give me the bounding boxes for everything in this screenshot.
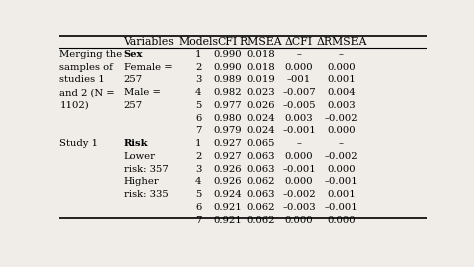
Text: 0.063: 0.063	[246, 165, 275, 174]
Text: 0.982: 0.982	[213, 88, 242, 97]
Text: risk: 357: risk: 357	[124, 165, 168, 174]
Text: 7: 7	[195, 126, 201, 135]
Text: Merging the: Merging the	[59, 50, 122, 59]
Text: risk: 335: risk: 335	[124, 190, 168, 199]
Text: studies 1: studies 1	[59, 75, 105, 84]
Text: –0.001: –0.001	[282, 126, 316, 135]
Text: 0.000: 0.000	[285, 216, 313, 225]
Text: Study 1: Study 1	[59, 139, 98, 148]
Text: 3: 3	[195, 165, 201, 174]
Text: 0.979: 0.979	[213, 126, 242, 135]
Text: –0.001: –0.001	[282, 165, 316, 174]
Text: 0.018: 0.018	[246, 63, 275, 72]
Text: 0.063: 0.063	[246, 190, 275, 199]
Text: Lower: Lower	[124, 152, 155, 161]
Text: 0.000: 0.000	[327, 165, 356, 174]
Text: 1: 1	[195, 50, 201, 59]
Text: Male =: Male =	[124, 88, 160, 97]
Text: 0.927: 0.927	[213, 139, 242, 148]
Text: 0.062: 0.062	[246, 177, 275, 186]
Text: –0.002: –0.002	[325, 152, 358, 161]
Text: 0.065: 0.065	[246, 139, 275, 148]
Text: 0.000: 0.000	[285, 63, 313, 72]
Text: –0.001: –0.001	[325, 203, 358, 212]
Text: 2: 2	[195, 63, 201, 72]
Text: 0.062: 0.062	[246, 203, 275, 212]
Text: 0.003: 0.003	[285, 114, 313, 123]
Text: CFI: CFI	[218, 37, 237, 47]
Text: 0.000: 0.000	[285, 177, 313, 186]
Text: 0.000: 0.000	[327, 126, 356, 135]
Text: 0.990: 0.990	[213, 50, 242, 59]
Text: 0.977: 0.977	[213, 101, 242, 110]
Text: 0.000: 0.000	[327, 216, 356, 225]
Text: 0.921: 0.921	[213, 216, 242, 225]
Text: 6: 6	[195, 203, 201, 212]
Text: 0.990: 0.990	[213, 63, 242, 72]
Text: 0.019: 0.019	[246, 75, 275, 84]
Text: 0.024: 0.024	[246, 114, 275, 123]
Text: samples of: samples of	[59, 63, 113, 72]
Text: 0.000: 0.000	[327, 63, 356, 72]
Text: 1102): 1102)	[59, 101, 89, 110]
Text: 0.063: 0.063	[246, 152, 275, 161]
Text: 0.989: 0.989	[213, 75, 242, 84]
Text: –001: –001	[287, 75, 311, 84]
Text: 0.023: 0.023	[246, 88, 275, 97]
Text: ΔRMSEA: ΔRMSEA	[316, 37, 366, 47]
Text: ΔCFI: ΔCFI	[285, 37, 313, 47]
Text: 0.001: 0.001	[327, 190, 356, 199]
Text: 0.018: 0.018	[246, 50, 275, 59]
Text: –: –	[297, 50, 301, 59]
Text: –0.002: –0.002	[283, 190, 316, 199]
Text: Sex: Sex	[124, 50, 143, 59]
Text: –0.005: –0.005	[283, 101, 316, 110]
Text: 0.926: 0.926	[213, 177, 242, 186]
Text: 257: 257	[124, 75, 143, 84]
Text: 0.921: 0.921	[213, 203, 242, 212]
Text: Models: Models	[178, 37, 218, 47]
Text: 0.000: 0.000	[285, 152, 313, 161]
Text: 4: 4	[195, 177, 201, 186]
Text: –0.002: –0.002	[325, 114, 358, 123]
Text: Higher: Higher	[124, 177, 159, 186]
Text: 5: 5	[195, 190, 201, 199]
Text: 0.004: 0.004	[327, 88, 356, 97]
Text: 0.926: 0.926	[213, 165, 242, 174]
Text: 0.001: 0.001	[327, 75, 356, 84]
Text: 3: 3	[195, 75, 201, 84]
Text: 6: 6	[195, 114, 201, 123]
Text: 257: 257	[124, 101, 143, 110]
Text: RMSEA: RMSEA	[239, 37, 282, 47]
Text: –0.007: –0.007	[283, 88, 316, 97]
Text: 4: 4	[195, 88, 201, 97]
Text: 0.927: 0.927	[213, 152, 242, 161]
Text: Risk: Risk	[124, 139, 148, 148]
Text: 2: 2	[195, 152, 201, 161]
Text: 7: 7	[195, 216, 201, 225]
Text: 5: 5	[195, 101, 201, 110]
Text: 0.026: 0.026	[246, 101, 275, 110]
Text: –0.001: –0.001	[325, 177, 358, 186]
Text: 1: 1	[195, 139, 201, 148]
Text: 0.024: 0.024	[246, 126, 275, 135]
Text: Female =: Female =	[124, 63, 172, 72]
Text: 0.924: 0.924	[213, 190, 242, 199]
Text: 0.062: 0.062	[246, 216, 275, 225]
Text: –: –	[297, 139, 301, 148]
Text: –0.003: –0.003	[283, 203, 316, 212]
Text: 0.003: 0.003	[327, 101, 356, 110]
Text: 0.980: 0.980	[213, 114, 242, 123]
Text: and 2 (N =: and 2 (N =	[59, 88, 115, 97]
Text: Variables: Variables	[124, 37, 174, 47]
Text: –: –	[339, 139, 344, 148]
Text: –: –	[339, 50, 344, 59]
